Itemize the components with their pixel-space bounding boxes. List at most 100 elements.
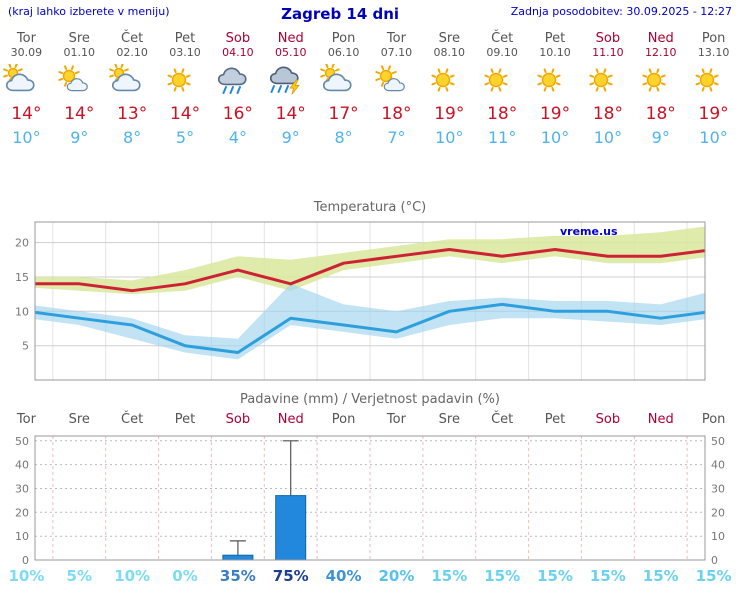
rain-icon	[211, 64, 264, 100]
day-max-temp: 14°	[11, 104, 42, 124]
watermark: vreme.us	[560, 225, 618, 238]
day-column[interactable]: Čet 09.10 18° 11°	[476, 26, 529, 166]
svg-text:0: 0	[711, 554, 718, 566]
precip-probability: 0%	[172, 567, 198, 585]
svg-text:30: 30	[711, 483, 725, 496]
precip-day-label: Čet	[491, 412, 514, 427]
page-title: Zagreb 14 dni	[281, 5, 400, 23]
day-max-temp: 19°	[434, 104, 465, 124]
day-column[interactable]: Sre 01.10 14° 9°	[53, 26, 106, 166]
precip-day-label: Sob	[225, 412, 251, 427]
day-max-temp: 19°	[539, 104, 571, 124]
day-column[interactable]: Ned 12.10 18° 9°	[634, 26, 687, 166]
sunny-icon	[687, 64, 740, 100]
precip-day-label: Tor	[16, 412, 36, 427]
partly-sunny-icon	[370, 64, 423, 100]
day-name: Sre	[68, 31, 90, 46]
day-column[interactable]: Sob 11.10 18° 10°	[581, 26, 634, 166]
svg-text:0: 0	[22, 554, 29, 566]
precipitation-chart: 0 0 10 10 20 20 30 30 40 40 50 50	[15, 435, 725, 566]
day-min-temp: 9°	[70, 128, 89, 147]
day-name: Pon	[331, 31, 356, 46]
day-name: Pet	[544, 31, 566, 46]
day-max-temp: 13°	[117, 104, 148, 124]
day-date: 08.10	[433, 46, 466, 59]
day-min-temp: 4°	[228, 128, 247, 147]
day-min-temp: 8°	[334, 128, 353, 147]
day-column[interactable]: Čet 02.10 13° 8°	[106, 26, 159, 166]
day-min-temp: 9°	[281, 128, 300, 147]
precip-day-label: Pon	[701, 412, 726, 427]
day-max-temp: 18°	[592, 104, 623, 124]
day-min-temp: 8°	[123, 128, 142, 147]
precip-day-label: Sre	[438, 412, 460, 427]
day-column[interactable]: Ned 05.10 14° 9°	[264, 26, 317, 166]
day-column[interactable]: Pet 03.10 14° 5°	[159, 26, 212, 166]
last-update: Zadnja posodobitev: 30.09.2025 - 12:27	[510, 5, 732, 18]
partly-sunny-icon	[53, 64, 106, 100]
temperature-chart: 5 10 15 20 vreme.us	[15, 221, 706, 381]
svg-text:30: 30	[15, 483, 29, 496]
day-max-temp: 19°	[698, 104, 729, 124]
svg-text:5: 5	[22, 340, 29, 353]
precip-day-label: Sre	[68, 412, 90, 427]
precip-day-label: Pon	[331, 412, 356, 427]
day-column[interactable]: Sre 08.10 19° 10°	[423, 26, 476, 166]
svg-text:10: 10	[711, 530, 725, 543]
day-name: Tor	[386, 31, 406, 46]
day-min-temp: 10°	[12, 128, 41, 147]
day-min-temp: 10°	[435, 128, 464, 147]
temperature-section: Temperatura (°C) 5 10 15 20 vreme.us	[0, 200, 740, 388]
day-date: 07.10	[380, 46, 413, 59]
day-column[interactable]: Tor 07.10 18° 7°	[370, 26, 423, 166]
precip-day-label: Pet	[544, 412, 566, 427]
day-min-temp: 7°	[387, 128, 406, 147]
location-hint: (kraj lahko izberete v meniju)	[8, 5, 170, 18]
day-column[interactable]: Tor 30.09 14° 10°	[0, 26, 53, 166]
precip-day-label: Ned	[277, 412, 304, 427]
day-max-temp: 14°	[275, 104, 306, 124]
precip-probability: 15%	[431, 567, 468, 585]
precip-day-label: Ned	[647, 412, 674, 427]
day-max-temp: 17°	[328, 104, 359, 124]
precip-probability: 75%	[272, 567, 309, 585]
precip-probability: 15%	[642, 567, 679, 585]
sunny-icon	[529, 64, 582, 100]
day-max-temp: 14°	[64, 104, 95, 124]
day-name: Ned	[277, 31, 304, 46]
day-column[interactable]: Pon 06.10 17° 8°	[317, 26, 370, 166]
precip-probability: 5%	[66, 567, 93, 585]
day-name: Ned	[647, 31, 674, 46]
precip-probability: 20%	[378, 567, 415, 585]
day-min-temp: 5°	[175, 128, 195, 147]
header: (kraj lahko izberete v meniju) Zagreb 14…	[0, 0, 740, 26]
precip-probability: 40%	[325, 567, 362, 585]
day-column[interactable]: Pon 13.10 19° 10°	[687, 26, 740, 166]
sunny-icon	[159, 64, 212, 100]
day-name: Tor	[16, 31, 36, 46]
day-strip: Tor 30.09 14° 10° Sre 01.10 14° 9° Čet 02.10 13° 8°…	[0, 26, 740, 166]
svg-text:50: 50	[711, 435, 725, 448]
day-date: 01.10	[63, 46, 96, 59]
day-date: 04.10	[222, 46, 254, 59]
day-column[interactable]: Pet 10.10 19° 10°	[529, 26, 582, 166]
day-max-temp: 18°	[381, 104, 412, 124]
svg-text:40: 40	[15, 459, 29, 472]
day-min-temp: 11°	[487, 128, 517, 147]
day-date: 06.10	[327, 46, 360, 59]
day-date: 02.10	[116, 46, 148, 59]
day-name: Sob	[225, 31, 251, 46]
precip-probability: 10%	[8, 567, 45, 585]
day-column[interactable]: Sob 04.10 16° 4°	[211, 26, 264, 166]
day-name: Sre	[438, 31, 460, 46]
day-max-temp: 14°	[169, 104, 201, 124]
day-date: 11.10	[592, 46, 624, 59]
precip-probability: 15%	[695, 567, 732, 585]
storm-icon	[264, 64, 317, 100]
precip-day-labels: Tor Sre Čet Pet Sob Ned Pon Tor Sre Čet Pet Sob Ned P…	[0, 412, 740, 432]
temp-chart-title: Temperatura (°C)	[313, 200, 427, 215]
precip-probability: 15%	[537, 567, 573, 585]
day-date: 09.10	[486, 46, 518, 59]
day-date: 13.10	[697, 46, 730, 59]
svg-text:50: 50	[15, 435, 29, 448]
